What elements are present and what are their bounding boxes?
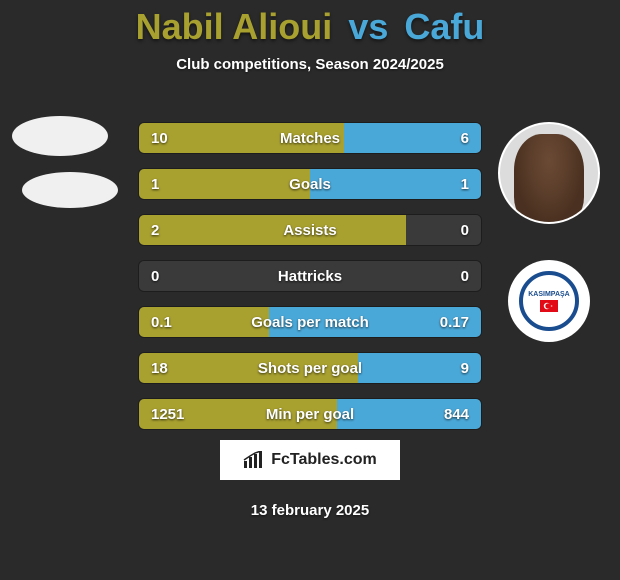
stat-label: Goals [139, 169, 481, 199]
player1-club-badge [22, 172, 118, 208]
stat-row: 2Assists0 [138, 214, 482, 246]
stat-value-right: 0 [461, 215, 469, 245]
stat-value-right: 0.17 [440, 307, 469, 337]
stat-value-right: 0 [461, 261, 469, 291]
stat-row: 0.1Goals per match0.17 [138, 306, 482, 338]
stat-label: Hattricks [139, 261, 481, 291]
stat-row: 1Goals1 [138, 168, 482, 200]
stat-value-right: 6 [461, 123, 469, 153]
player2-name: Cafu [404, 6, 484, 47]
chart-icon [243, 451, 265, 469]
player1-name: Nabil Alioui [136, 6, 333, 47]
club-badge-name: KASIMPAŞA [528, 291, 569, 298]
stat-value-right: 844 [444, 399, 469, 429]
stats-container: 10Matches61Goals12Assists00Hattricks00.1… [138, 122, 482, 444]
club-badge-inner: KASIMPAŞA [519, 271, 579, 331]
brand-text: FcTables.com [271, 451, 377, 469]
brand-watermark: FcTables.com [220, 440, 400, 480]
stat-label: Matches [139, 123, 481, 153]
stat-label: Goals per match [139, 307, 481, 337]
stat-value-right: 9 [461, 353, 469, 383]
stat-label: Assists [139, 215, 481, 245]
stat-label: Shots per goal [139, 353, 481, 383]
player1-avatar [12, 116, 108, 156]
stat-row: 18Shots per goal9 [138, 352, 482, 384]
stat-label: Min per goal [139, 399, 481, 429]
flag-icon [540, 300, 558, 312]
subtitle: Club competitions, Season 2024/2025 [0, 56, 620, 73]
title-separator: vs [348, 6, 388, 47]
player2-avatar [498, 122, 600, 224]
date-text: 13 february 2025 [0, 502, 620, 519]
stat-value-right: 1 [461, 169, 469, 199]
stat-row: 1251Min per goal844 [138, 398, 482, 430]
comparison-title: Nabil Alioui vs Cafu [0, 0, 620, 48]
stat-row: 0Hattricks0 [138, 260, 482, 292]
player2-club-badge: KASIMPAŞA [508, 260, 590, 342]
stat-row: 10Matches6 [138, 122, 482, 154]
